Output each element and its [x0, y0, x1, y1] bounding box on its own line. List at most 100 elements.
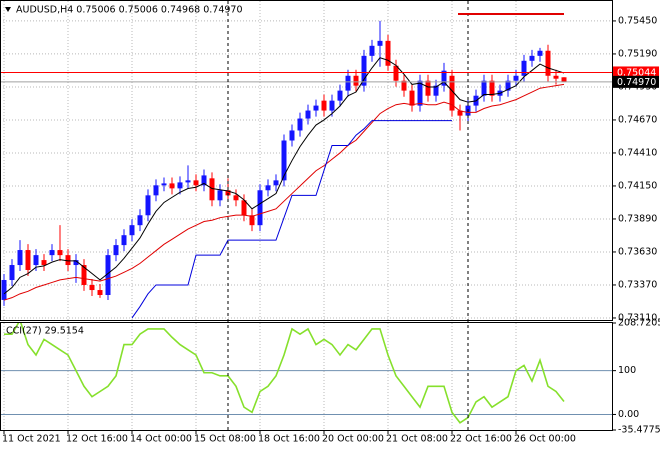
candle-body: [97, 290, 103, 295]
x-tick-label: 14 Oct 00:00: [130, 434, 192, 445]
x-tick-label: 18 Oct 16:00: [258, 434, 320, 445]
candle-body: [153, 185, 159, 196]
candle-body: [481, 80, 487, 96]
candle-body: [209, 178, 215, 201]
candle-body: [449, 75, 455, 111]
candle-body: [273, 180, 279, 186]
y-tick-label: 0.73110: [618, 312, 657, 323]
candle-body: [25, 250, 31, 270]
candle-body: [121, 235, 127, 246]
candle-body: [313, 105, 319, 111]
candle-body: [177, 182, 183, 189]
candle-body: [249, 215, 255, 226]
y-tick-label: 0.73890: [618, 213, 657, 224]
candle-body: [505, 80, 511, 91]
panel-border: [0, 0, 613, 321]
candle-body: [433, 85, 439, 96]
panel-border: [0, 322, 613, 431]
y-tick-label: 0.75190: [618, 48, 657, 59]
candle-body: [145, 195, 151, 216]
candle-body: [113, 245, 119, 256]
candle-body: [377, 40, 383, 46]
candle-body: [81, 265, 87, 285]
price-label-box: [613, 75, 659, 88]
candle-body: [385, 40, 391, 66]
y-tick-label: 0.75450: [618, 15, 657, 26]
candle-body: [257, 190, 263, 226]
x-tick-label: 22 Oct 16:00: [450, 434, 512, 445]
candle-body: [489, 80, 495, 96]
candle-body: [361, 55, 367, 86]
candle-body: [217, 190, 223, 201]
cci-panel: [0, 323, 612, 430]
candle-body: [49, 250, 55, 256]
candle-body: [265, 185, 271, 191]
candle-body: [289, 130, 295, 141]
indicator-title: CCI(27) 29.5154: [6, 326, 84, 337]
candle-body: [89, 284, 95, 291]
candle-body: [57, 250, 63, 256]
candle-body: [9, 265, 15, 281]
x-tick-label: 26 Oct 00:00: [514, 434, 576, 445]
candle-body: [281, 140, 287, 181]
candle-body: [425, 80, 431, 96]
candle-body: [105, 255, 111, 295]
x-tick-label: 12 Oct 16:00: [66, 434, 128, 445]
y-tick-label: 0.74670: [618, 114, 657, 125]
candle-body: [33, 255, 39, 266]
price-label-box: [613, 66, 659, 79]
candle-body: [553, 75, 559, 79]
candle-body: [529, 55, 535, 61]
candle-body: [225, 190, 231, 196]
candle-body: [321, 100, 327, 111]
y-tick-label: 100: [618, 365, 636, 376]
price-label: 0.75044: [617, 67, 656, 78]
x-tick-label: 21 Oct 08:00: [386, 434, 448, 445]
menu-triangle: [5, 7, 11, 12]
candle-body: [201, 175, 207, 186]
candle-body: [161, 183, 167, 186]
candle-body: [401, 80, 407, 91]
y-tick-label: 0.00: [618, 409, 639, 420]
y-tick-label: 208.7205: [618, 318, 660, 329]
x-tick-label: 11 Oct 2021: [2, 434, 61, 445]
candle-body: [129, 225, 135, 236]
candle-body: [345, 75, 351, 91]
price-panel: [0, 1, 612, 320]
candle-body: [329, 100, 335, 111]
candle-body: [73, 260, 79, 266]
chart-title: AUDUSD,H4 0.75006 0.75006 0.74968 0.7497…: [16, 5, 243, 16]
candle-body: [193, 180, 199, 186]
candle-body: [561, 77, 567, 82]
y-tick-label: 0.73370: [618, 279, 657, 290]
indicator-line: [131, 120, 452, 319]
candle-body: [521, 60, 527, 76]
candle-body: [169, 183, 175, 189]
candle-body: [393, 65, 399, 81]
candle-body: [441, 70, 447, 86]
candle-body: [233, 195, 239, 201]
price-label: 0.74970: [617, 77, 656, 88]
candle-body: [41, 260, 47, 266]
candle-body: [305, 110, 311, 119]
candle-body: [65, 255, 71, 266]
candle-body: [353, 75, 359, 86]
indicator-line: [3, 83, 565, 301]
y-tick-label: -35.4775: [618, 425, 660, 436]
candle-body: [417, 80, 423, 106]
candle-body: [241, 200, 247, 216]
candle-body: [457, 110, 463, 116]
indicator-line: [3, 57, 565, 295]
candle-body: [185, 180, 191, 183]
candle-body: [297, 118, 303, 131]
candle-body: [537, 50, 543, 56]
x-tick-label: 15 Oct 08:00: [194, 434, 256, 445]
candle-body: [337, 90, 343, 101]
candle-body: [513, 75, 519, 81]
cci-line: [4, 323, 565, 424]
candle-body: [17, 250, 23, 266]
candle-body: [545, 50, 551, 76]
y-tick-label: 0.73630: [618, 246, 657, 257]
